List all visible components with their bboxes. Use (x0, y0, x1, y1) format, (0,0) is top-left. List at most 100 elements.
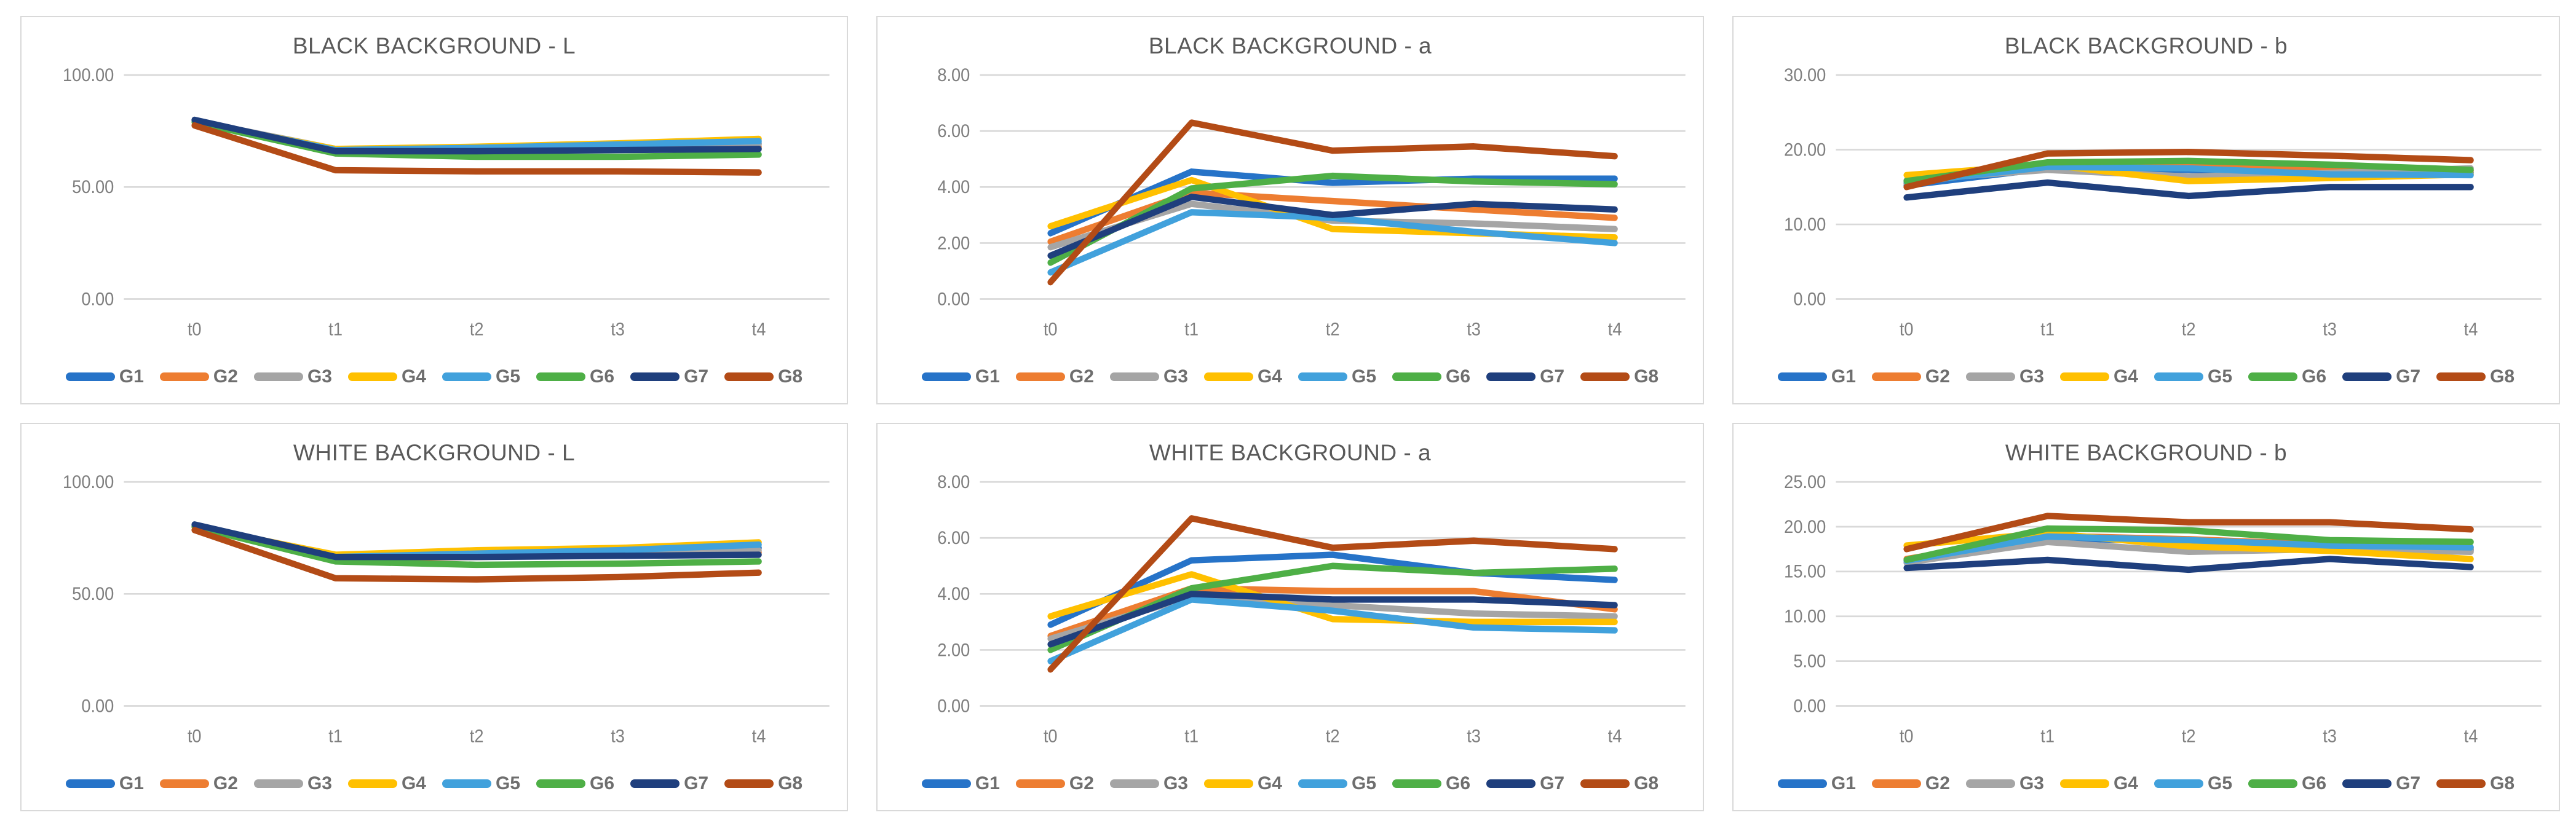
series-line-G8 (1047, 515, 1618, 673)
series-line-G7 (191, 521, 762, 561)
legend-label-G6: G6 (2302, 366, 2327, 387)
legend-item-G1: G1 (1777, 366, 1856, 387)
y-tick-label: 30.00 (1784, 65, 1826, 85)
x-tick-label: t3 (2323, 320, 2337, 340)
chart-plot: 8.00 6.00 4.00 2.00 0.00 t0 t1 t2 t3 t4 (937, 472, 1686, 747)
legend-item-G7: G7 (2342, 773, 2420, 794)
legend-label-G6: G6 (2302, 773, 2327, 793)
x-tick-label: t1 (2040, 726, 2055, 747)
legend-label-G5: G5 (2208, 773, 2233, 793)
legend-label-G8: G8 (778, 366, 803, 387)
x-tick-label: t4 (752, 320, 766, 340)
legend-item-G7: G7 (630, 773, 708, 794)
legend-label-G3: G3 (2019, 773, 2044, 793)
x-tick-label: t0 (1044, 320, 1058, 340)
legend-item-G5: G5 (442, 773, 520, 794)
y-tick-label: 100.00 (63, 472, 114, 492)
legend-swatch-G3 (1965, 372, 2015, 381)
chart-legend: G1 G2 G3 G4 G5 G6 G7 G8 (1738, 366, 2554, 387)
legend-item-G3: G3 (1965, 773, 2044, 794)
legend-label-G3: G3 (2019, 366, 2044, 387)
legend-item-G2: G2 (1871, 366, 1950, 387)
legend-item-G2: G2 (1015, 773, 1094, 794)
x-tick-label: t3 (2323, 726, 2337, 747)
y-tick-label: 4.00 (937, 584, 970, 604)
chart-panel-black-l: BLACK BACKGROUND - L 100.00 50.00 0.00 t0 t1… (20, 16, 848, 404)
legend-swatch-G5 (2154, 372, 2203, 381)
legend-swatch-G7 (2342, 372, 2392, 381)
y-tick-label: 6.00 (937, 121, 970, 141)
legend-label-G1: G1 (1831, 773, 1856, 793)
legend-label-G2: G2 (213, 773, 238, 793)
legend-swatch-G4 (347, 779, 397, 788)
legend-item-G6: G6 (536, 366, 614, 387)
legend-swatch-G4 (1203, 779, 1253, 788)
legend-item-G4: G4 (2059, 366, 2138, 387)
legend-item-G7: G7 (2342, 366, 2420, 387)
legend-label-G1: G1 (975, 366, 1000, 387)
legend-swatch-G7 (1486, 779, 1536, 788)
series-line-G1 (1047, 551, 1618, 628)
legend-label-G2: G2 (1069, 773, 1094, 793)
y-tick-label: 100.00 (63, 65, 114, 85)
chart-plot: 100.00 50.00 0.00 t0 t1 t2 t3 t4 (63, 65, 830, 340)
legend-swatch-G8 (724, 372, 774, 381)
legend-swatch-G1 (65, 779, 115, 788)
legend-item-G3: G3 (1965, 366, 2044, 387)
y-tick-label: 0.00 (937, 289, 970, 309)
series-line-G8 (1047, 119, 1618, 286)
legend-swatch-G1 (1777, 372, 1827, 381)
legend-swatch-G8 (1580, 372, 1630, 381)
legend-swatch-G5 (442, 779, 491, 788)
y-tick-label: 0.00 (937, 696, 970, 716)
legend-item-G4: G4 (2059, 773, 2138, 794)
legend-item-G6: G6 (536, 773, 614, 794)
chart-plot: 30.00 20.00 10.00 0.00 t0 t1 t2 t3 t4 (1784, 65, 2542, 340)
chart-legend: G1 G2 G3 G4 G5 G6 G7 G8 (26, 773, 842, 794)
legend-swatch-G6 (536, 779, 586, 788)
series-line-G5 (1047, 596, 1618, 664)
x-tick-label: t1 (1184, 726, 1199, 747)
legend-item-G8: G8 (2436, 773, 2515, 794)
legend-swatch-G5 (1298, 372, 1347, 381)
legend-swatch-G6 (2248, 372, 2298, 381)
chart-panel-black-b: BLACK BACKGROUND - b 30.00 20.00 10.00 0.00… (1732, 16, 2560, 404)
legend-label-G4: G4 (2113, 366, 2138, 387)
legend-item-G7: G7 (1486, 366, 1564, 387)
legend-swatch-G1 (921, 372, 971, 381)
y-tick-label: 50.00 (72, 177, 114, 197)
x-tick-label: t2 (2182, 726, 2196, 747)
x-tick-label: t0 (188, 320, 202, 340)
legend-label-G2: G2 (1069, 366, 1094, 387)
legend-swatch-G5 (442, 372, 491, 381)
legend-label-G5: G5 (496, 773, 521, 793)
legend-label-G6: G6 (590, 366, 615, 387)
series-line-G6 (191, 523, 762, 569)
x-tick-label: t4 (2464, 726, 2478, 747)
chart-legend: G1 G2 G3 G4 G5 G6 G7 G8 (882, 366, 1698, 387)
legend-swatch-G4 (2059, 779, 2109, 788)
legend-label-G2: G2 (1925, 773, 1950, 793)
legend-item-G5: G5 (442, 366, 520, 387)
legend-swatch-G4 (347, 372, 397, 381)
y-tick-label: 25.00 (1784, 472, 1826, 492)
series-line-G3 (1903, 538, 2474, 566)
legend-swatch-G3 (253, 779, 303, 788)
legend-label-G1: G1 (975, 773, 1000, 793)
chart-panel-white-b: WHITE BACKGROUND - b 25.00 20.00 15.00 10.0… (1732, 423, 2560, 811)
series-line-G8 (1903, 513, 2474, 553)
legend-swatch-G2 (1871, 372, 1921, 381)
legend-label-G7: G7 (1540, 366, 1565, 387)
legend-swatch-G2 (1015, 372, 1065, 381)
x-tick-label: t2 (470, 726, 484, 747)
x-tick-label: t3 (611, 320, 625, 340)
y-tick-label: 4.00 (937, 177, 970, 197)
legend-label-G4: G4 (2113, 773, 2138, 793)
legend-item-G7: G7 (1486, 773, 1564, 794)
legend-swatch-G8 (1580, 779, 1630, 788)
x-tick-label: t2 (470, 320, 484, 340)
x-tick-label: t1 (328, 726, 343, 747)
legend-item-G2: G2 (1871, 773, 1950, 794)
legend-label-G8: G8 (2490, 773, 2515, 793)
legend-label-G6: G6 (1446, 773, 1471, 793)
